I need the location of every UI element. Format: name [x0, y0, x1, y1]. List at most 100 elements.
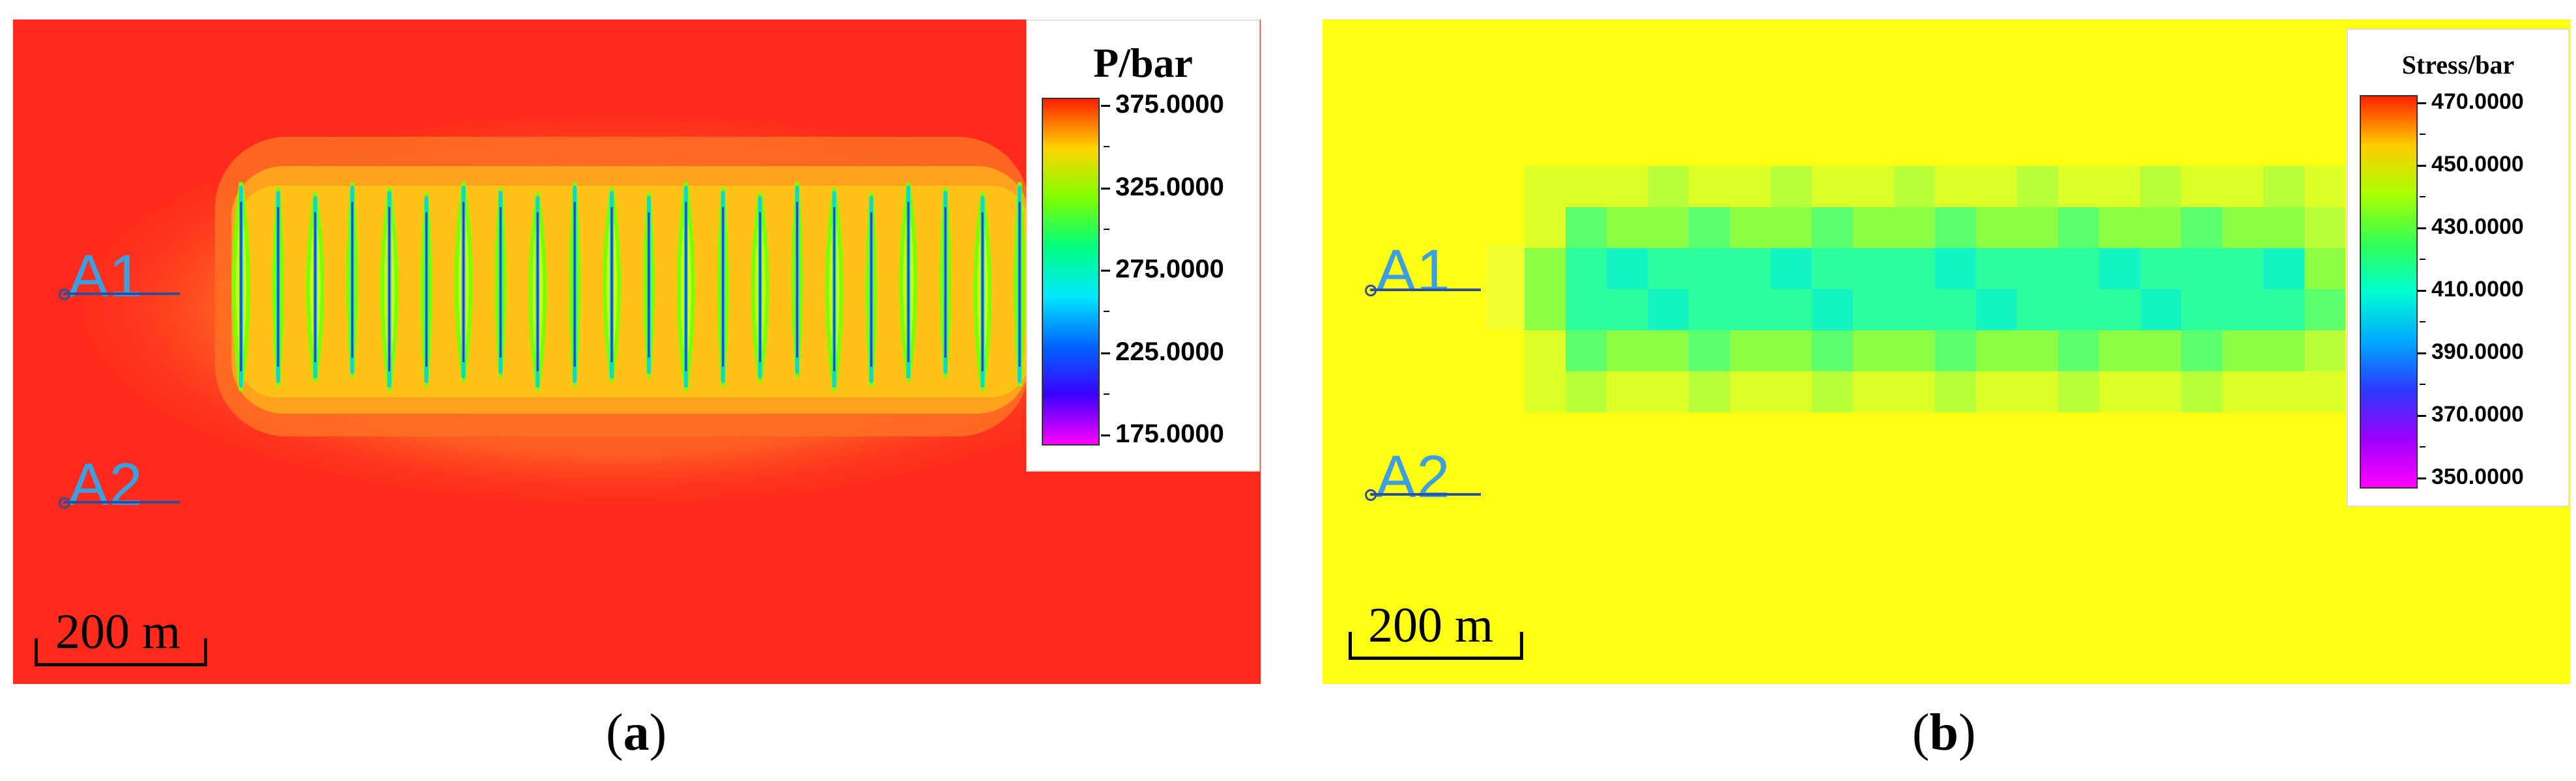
- stress-cell: [2058, 248, 2099, 289]
- stress-cell: [1976, 330, 2017, 371]
- stress-cell: [1607, 371, 1648, 412]
- stress-cell: [2263, 207, 2304, 248]
- stress-cell: [1853, 330, 1894, 371]
- well-a1-trajectory: [1370, 289, 1481, 291]
- legend-tick-label: 450.0000: [2431, 152, 2524, 177]
- stress-cell: [2222, 248, 2263, 289]
- stress-cell: [1648, 371, 1689, 412]
- legend-tick-mark: [1101, 352, 1110, 354]
- stress-cell: [1894, 371, 1935, 412]
- pressure-legend: P/bar 375.0000 325.0000 275.0000 225.0000 17…: [1026, 20, 1260, 472]
- legend-minor-tick: [2420, 134, 2426, 135]
- stress-cell: [2140, 371, 2181, 412]
- stress-cell: [2222, 207, 2263, 248]
- stress-cell: [2181, 371, 2222, 412]
- stress-cell: [1853, 166, 1894, 207]
- legend-minor-tick: [1104, 311, 1109, 313]
- stress-cell: [1935, 207, 1976, 248]
- stress-cell: [2263, 248, 2304, 289]
- legend-tick-label: 470.0000: [2431, 89, 2524, 115]
- stress-cell: [2263, 330, 2304, 371]
- stress-cell: [1524, 207, 1566, 248]
- stress-cell: [1607, 166, 1648, 207]
- well-a2-head: [1365, 489, 1377, 501]
- stress-cell: [2222, 371, 2263, 412]
- stress-cell: [2263, 371, 2304, 412]
- legend-tick-label: 175.0000: [1115, 419, 1224, 448]
- scale-bar-label: 200 m: [55, 604, 181, 659]
- stress-cell: [2304, 371, 2345, 412]
- stress-cell: [2017, 207, 2058, 248]
- well-label-a2: A2: [68, 451, 143, 518]
- legend-tick-label: 390.0000: [2431, 339, 2524, 365]
- stress-cell: [1771, 248, 1812, 289]
- stress-cell: [1566, 248, 1607, 289]
- stress-cell: [1730, 330, 1771, 371]
- stress-cell: [1976, 289, 2017, 330]
- stress-cell: [1566, 371, 1607, 412]
- stress-cell: [2222, 289, 2263, 330]
- stress-cell: [2181, 207, 2222, 248]
- scale-bar-label: 200 m: [1368, 598, 1494, 653]
- stress-cell: [1812, 289, 1853, 330]
- stress-cell: [1894, 166, 1935, 207]
- legend-tick-label: 275.0000: [1115, 255, 1224, 283]
- stress-legend: Stress/bar 470.0000 450.0000 430.0000 410.0…: [2347, 29, 2569, 507]
- stress-cell: [1976, 248, 2017, 289]
- stress-cell: [1524, 166, 1566, 207]
- stress-cell: [1730, 207, 1771, 248]
- legend-tick-mark: [2417, 227, 2426, 229]
- stress-cell: [1812, 330, 1853, 371]
- stress-cell: [1648, 289, 1689, 330]
- legend-minor-tick: [1104, 228, 1109, 230]
- stress-cell: [2181, 289, 2222, 330]
- stress-cell: [2099, 248, 2140, 289]
- stress-cell: [1894, 207, 1935, 248]
- stress-cell: [1935, 371, 1976, 412]
- stress-cell: [1566, 166, 1607, 207]
- stress-cell: [1607, 330, 1648, 371]
- stress-cell: [1566, 289, 1607, 330]
- stress-cell: [1648, 166, 1689, 207]
- well-label-a1: A1: [1376, 238, 1451, 304]
- stress-cell: [1935, 248, 1976, 289]
- well-label-a1: A1: [68, 243, 143, 309]
- legend-tick-mark: [1101, 187, 1110, 190]
- legend-title: Stress/bar: [2401, 50, 2515, 79]
- stress-cell: [1648, 207, 1689, 248]
- stress-cell: [1771, 289, 1812, 330]
- stress-cell: [1689, 330, 1730, 371]
- stress-cell: [2058, 166, 2099, 207]
- legend-tick-mark: [2417, 165, 2426, 167]
- stress-cell: [2017, 371, 2058, 412]
- legend-minor-tick: [2420, 446, 2426, 447]
- stress-cell: [2058, 207, 2099, 248]
- stress-cell: [2304, 166, 2345, 207]
- stress-cell: [1812, 248, 1853, 289]
- stress-cell: [1689, 248, 1730, 289]
- scale-bar: [35, 638, 207, 666]
- legend-minor-tick: [2420, 384, 2426, 385]
- stress-cell: [1730, 248, 1771, 289]
- stress-cell: [1607, 207, 1648, 248]
- stress-cell: [1566, 330, 1607, 371]
- legend-tick-mark: [1101, 434, 1110, 436]
- stress-cell: [2304, 289, 2345, 330]
- stress-cell: [1935, 289, 1976, 330]
- caption-a: (a): [606, 704, 667, 761]
- well-a1-trajectory: [64, 292, 180, 295]
- legend-tick-mark: [2417, 290, 2426, 292]
- stress-cell: [1524, 371, 1566, 412]
- legend-tick-label: 350.0000: [2431, 464, 2524, 490]
- well-a1-head: [59, 289, 70, 300]
- stress-cell: [2099, 289, 2140, 330]
- stress-cell: [1648, 248, 1689, 289]
- stress-cell: [1689, 166, 1730, 207]
- stress-cell: [2017, 166, 2058, 207]
- stress-cell: [1730, 166, 1771, 207]
- stress-cell: [1935, 166, 1976, 207]
- caption-b: (b): [1912, 704, 1976, 761]
- stress-cell: [2140, 289, 2181, 330]
- stress-cell: [1524, 248, 1566, 289]
- stress-cell: [2099, 330, 2140, 371]
